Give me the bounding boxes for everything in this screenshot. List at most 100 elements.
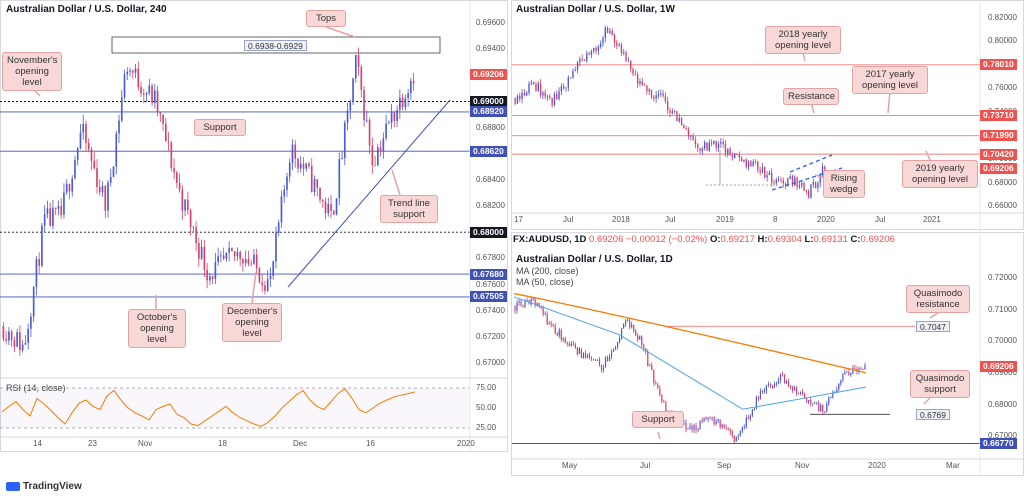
candle-4h-candle xyxy=(308,163,310,167)
candle-4h-candle xyxy=(153,90,156,103)
x-tick-weekly: Jul xyxy=(665,215,676,224)
y-tick-daily: 0.68000 xyxy=(988,399,1017,409)
candle-4h-candle xyxy=(228,247,230,253)
candle-daily-candle xyxy=(631,324,633,328)
candle-daily-candle xyxy=(840,380,842,384)
candle-4h-candle xyxy=(410,81,412,94)
chart-weekly-title: Australian Dollar / U.S. Dollar, 1W xyxy=(516,4,675,15)
candle-weekly-candle xyxy=(653,96,655,99)
candle-4h-candle xyxy=(129,70,131,72)
callout-resistance: Resistance xyxy=(783,88,839,105)
x-tick-weekly: 2020 xyxy=(817,215,835,224)
candle-daily-candle xyxy=(775,383,778,385)
candle-daily-candle xyxy=(804,393,806,399)
tradingview-logo[interactable]: TradingView xyxy=(6,481,82,492)
candle-4h-candle xyxy=(236,252,239,257)
candle-weekly-candle xyxy=(731,155,734,158)
y-tick-daily: 0.69000 xyxy=(988,367,1017,377)
callout-rising-wedge: Rising wedge xyxy=(823,170,865,198)
candle-4h-candle xyxy=(76,148,79,161)
candle-daily-candle xyxy=(846,371,848,373)
candle-weekly-candle xyxy=(810,184,812,198)
candle-weekly-candle xyxy=(787,179,789,186)
candle-4h-candle xyxy=(217,256,219,263)
candle-daily-candle xyxy=(721,424,723,428)
candle-4h-candle xyxy=(93,160,96,169)
candle-weekly-candle xyxy=(657,94,660,96)
pointer-2017 xyxy=(887,91,891,114)
candle-daily-candle xyxy=(538,302,540,306)
candle-4h-candle xyxy=(10,331,13,341)
candle-4h-candle xyxy=(156,90,159,113)
price-label-daily: 0.69206 xyxy=(980,360,1017,372)
candle-4h-candle xyxy=(19,332,21,351)
rsi-line xyxy=(1,388,416,427)
candle-4h-candle xyxy=(87,142,90,150)
ohlc-h-label: H: xyxy=(757,234,768,245)
candle-weekly-candle xyxy=(639,81,641,84)
candle-weekly-candle xyxy=(669,110,671,114)
candle-weekly-candle xyxy=(664,96,667,102)
candle-daily-candle xyxy=(729,429,731,432)
callout-october-opening: October's opening level xyxy=(128,309,186,348)
candle-daily-candle xyxy=(558,330,560,336)
candle-daily-candle xyxy=(791,386,794,391)
candle-4h-candle xyxy=(41,225,43,266)
candle-4h-candle xyxy=(264,285,266,291)
y-tick-daily: 0.70000 xyxy=(988,336,1017,346)
candle-weekly-candle xyxy=(687,128,690,137)
candle-4h-candle xyxy=(220,255,222,257)
candle-4h-candle xyxy=(52,207,54,227)
candle-daily-candle xyxy=(844,372,846,375)
candle-daily-candle xyxy=(524,300,526,308)
candle-weekly-candle xyxy=(530,82,533,84)
candle-weekly-candle xyxy=(574,69,576,72)
candle-weekly-candle xyxy=(560,86,563,92)
candle-4h-candle xyxy=(63,192,65,215)
candle-4h-candle xyxy=(181,189,184,211)
candle-4h-candle xyxy=(126,71,129,75)
candle-weekly-candle xyxy=(593,47,595,52)
candle-weekly-candle xyxy=(558,91,560,100)
candle-4h-candle xyxy=(388,122,390,124)
price-label-4h: 0.68000 xyxy=(470,226,507,238)
candle-weekly-candle xyxy=(671,111,674,114)
candle-weekly-candle xyxy=(812,182,814,185)
candle-weekly-candle xyxy=(546,96,549,98)
candle-4h-candle xyxy=(21,344,24,351)
candle-weekly-candle xyxy=(650,89,653,97)
callout-quasimodo-support: Quasimodo support xyxy=(910,370,970,398)
candle-daily-candle xyxy=(532,298,534,299)
candle-daily-candle xyxy=(707,417,709,420)
candle-4h-candle xyxy=(120,97,123,121)
pointer-qm-support xyxy=(923,397,931,405)
candle-daily-candle xyxy=(761,390,764,392)
candle-daily-candle xyxy=(614,346,617,350)
candle-daily-candle xyxy=(643,345,645,349)
candle-4h-candle xyxy=(368,119,371,146)
candle-4h-candle xyxy=(134,68,137,73)
candle-daily-candle xyxy=(842,374,844,381)
candle-4h-candle xyxy=(123,74,126,98)
candle-daily-candle xyxy=(596,359,599,361)
candle-4h-candle xyxy=(90,149,93,161)
candle-daily-candle xyxy=(745,417,747,428)
price-label-weekly: 0.73710 xyxy=(980,109,1017,121)
candle-4h-candle xyxy=(112,166,115,177)
ohlc-high: 0.69304 xyxy=(767,234,802,245)
callout-support-4h: Support xyxy=(194,119,246,136)
candle-4h-candle xyxy=(209,276,211,281)
candle-4h-candle xyxy=(49,208,52,227)
candle-weekly-candle xyxy=(759,169,761,173)
x-tick-4h: Nov xyxy=(138,439,153,448)
candle-weekly-candle xyxy=(599,43,602,47)
candle-daily-candle xyxy=(864,364,866,370)
candle-weekly-candle xyxy=(579,58,581,63)
candle-weekly-candle xyxy=(528,83,530,93)
candle-4h-candle xyxy=(239,252,241,259)
candle-4h-candle xyxy=(85,124,87,143)
candle-weekly-candle xyxy=(521,92,523,100)
candle-weekly-candle xyxy=(636,74,639,84)
candle-weekly-candle xyxy=(724,144,727,155)
